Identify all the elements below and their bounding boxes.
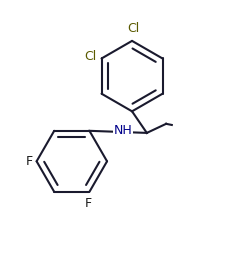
Text: Cl: Cl — [84, 50, 96, 63]
Text: NH: NH — [113, 124, 132, 137]
Text: F: F — [25, 155, 32, 168]
Text: Cl: Cl — [126, 23, 139, 35]
Text: F: F — [84, 197, 91, 210]
